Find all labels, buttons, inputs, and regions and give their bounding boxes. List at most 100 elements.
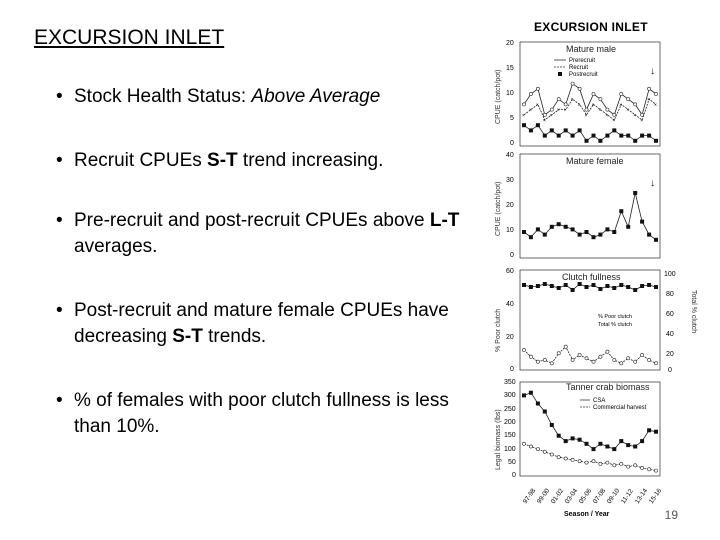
plot-area: ×××××× ××××××××××××××	[522, 81, 658, 143]
data-point	[647, 428, 652, 433]
y2-tick: 80	[666, 291, 674, 298]
panel-title: Clutch fullness	[562, 272, 621, 282]
x-tick: 09-10	[606, 487, 621, 505]
plot-area	[522, 282, 658, 366]
data-point	[542, 112, 547, 117]
x-axis-ticks: 97-98 99-00 01-02 03-04 05-06 07-08 09-1…	[522, 487, 663, 505]
data-point	[528, 390, 533, 395]
data-point	[591, 283, 596, 287]
data-point: ×	[626, 108, 629, 114]
data-point	[556, 351, 561, 356]
data-point	[577, 353, 582, 357]
y-tick: 100	[504, 446, 516, 453]
data-point	[529, 354, 533, 359]
data-point	[563, 128, 568, 133]
data-point	[654, 92, 658, 96]
y2-axis-label: Total % clutch	[690, 290, 697, 333]
data-point: ×	[585, 113, 588, 119]
data-point	[584, 356, 589, 361]
y-axis-label: CPUE (catch/pot)	[495, 182, 502, 236]
data-point	[528, 235, 533, 240]
data-point	[584, 107, 589, 112]
data-point	[605, 133, 610, 138]
data-point	[647, 283, 652, 287]
data-point	[612, 463, 617, 468]
data-point	[605, 107, 610, 112]
data-point	[542, 133, 547, 138]
y2-tick: 100	[664, 271, 676, 278]
data-point: ×	[619, 102, 622, 108]
bullet-item: Post-recruit and mature female CPUEs hav…	[56, 298, 476, 350]
legend-label: % Poor clutch	[598, 314, 632, 320]
data-point	[563, 283, 568, 287]
bullet-item: Recruit CPUEs S-T trend increasing.	[56, 148, 476, 174]
data-point: ×	[654, 102, 657, 108]
panel-title: Mature female	[566, 156, 624, 166]
x-tick: 13-14	[634, 487, 649, 505]
data-point	[647, 86, 652, 91]
y-tick: 150	[504, 432, 516, 439]
data-point	[563, 456, 568, 461]
data-point: ×	[543, 118, 546, 124]
data-point	[640, 465, 645, 470]
arrow-down-icon: ↓	[650, 178, 655, 189]
data-point: ×	[592, 102, 595, 108]
data-point	[584, 138, 589, 143]
data-point	[542, 409, 547, 414]
y-tick: 20	[506, 40, 514, 47]
data-point: ×	[605, 113, 608, 119]
y-tick: 5	[510, 115, 514, 122]
data-point	[591, 359, 596, 364]
data-point	[626, 443, 631, 448]
data-point	[640, 112, 645, 117]
data-point	[654, 468, 658, 473]
data-point	[647, 358, 652, 362]
data-point: ×	[578, 102, 581, 108]
x-tick: 03-04	[564, 487, 579, 505]
data-point	[598, 287, 603, 291]
data-point	[584, 230, 589, 234]
y-tick: 350	[504, 379, 516, 386]
y-tick: 250	[504, 406, 516, 413]
panel-mature-male: Mature male CPUE (catch/pot) 20 15 10 5 …	[495, 40, 661, 147]
data-point	[556, 222, 561, 227]
x-tick: 07-08	[592, 487, 607, 505]
legend-label: Postrecruit	[569, 72, 598, 78]
data-point	[598, 441, 603, 446]
data-point	[542, 282, 547, 286]
data-point	[535, 284, 540, 288]
data-point	[612, 230, 617, 234]
y-tick: 40	[506, 152, 514, 159]
data-point	[605, 227, 610, 232]
data-point	[528, 128, 533, 133]
data-point	[619, 361, 624, 366]
data-point	[654, 138, 658, 143]
legend-label: Prerecruit	[569, 58, 595, 64]
data-point	[522, 393, 526, 398]
panel-title: Mature male	[566, 44, 616, 54]
panel-title: Tanner crab biomass	[566, 382, 650, 392]
legend-label: Commercial harvest	[593, 405, 647, 411]
data-point	[654, 361, 658, 366]
y-tick: 0	[512, 472, 516, 479]
data-point	[598, 138, 603, 143]
y-tick: 10	[506, 90, 514, 97]
data-point	[549, 452, 554, 457]
x-axis-label: Season / Year	[564, 511, 610, 518]
data-point	[570, 288, 575, 292]
data-point	[542, 358, 547, 362]
data-point	[529, 444, 533, 449]
y2-tick: 0	[668, 367, 672, 374]
data-point	[570, 457, 575, 462]
data-point	[647, 467, 652, 472]
data-point	[612, 112, 617, 117]
data-point	[605, 444, 610, 449]
data-point	[598, 461, 603, 466]
data-point	[542, 232, 547, 237]
data-point	[619, 133, 624, 138]
data-point	[549, 128, 554, 133]
data-point	[577, 437, 582, 442]
data-point	[549, 423, 554, 427]
y-tick: 10	[506, 227, 514, 234]
y-tick: 200	[504, 419, 516, 426]
